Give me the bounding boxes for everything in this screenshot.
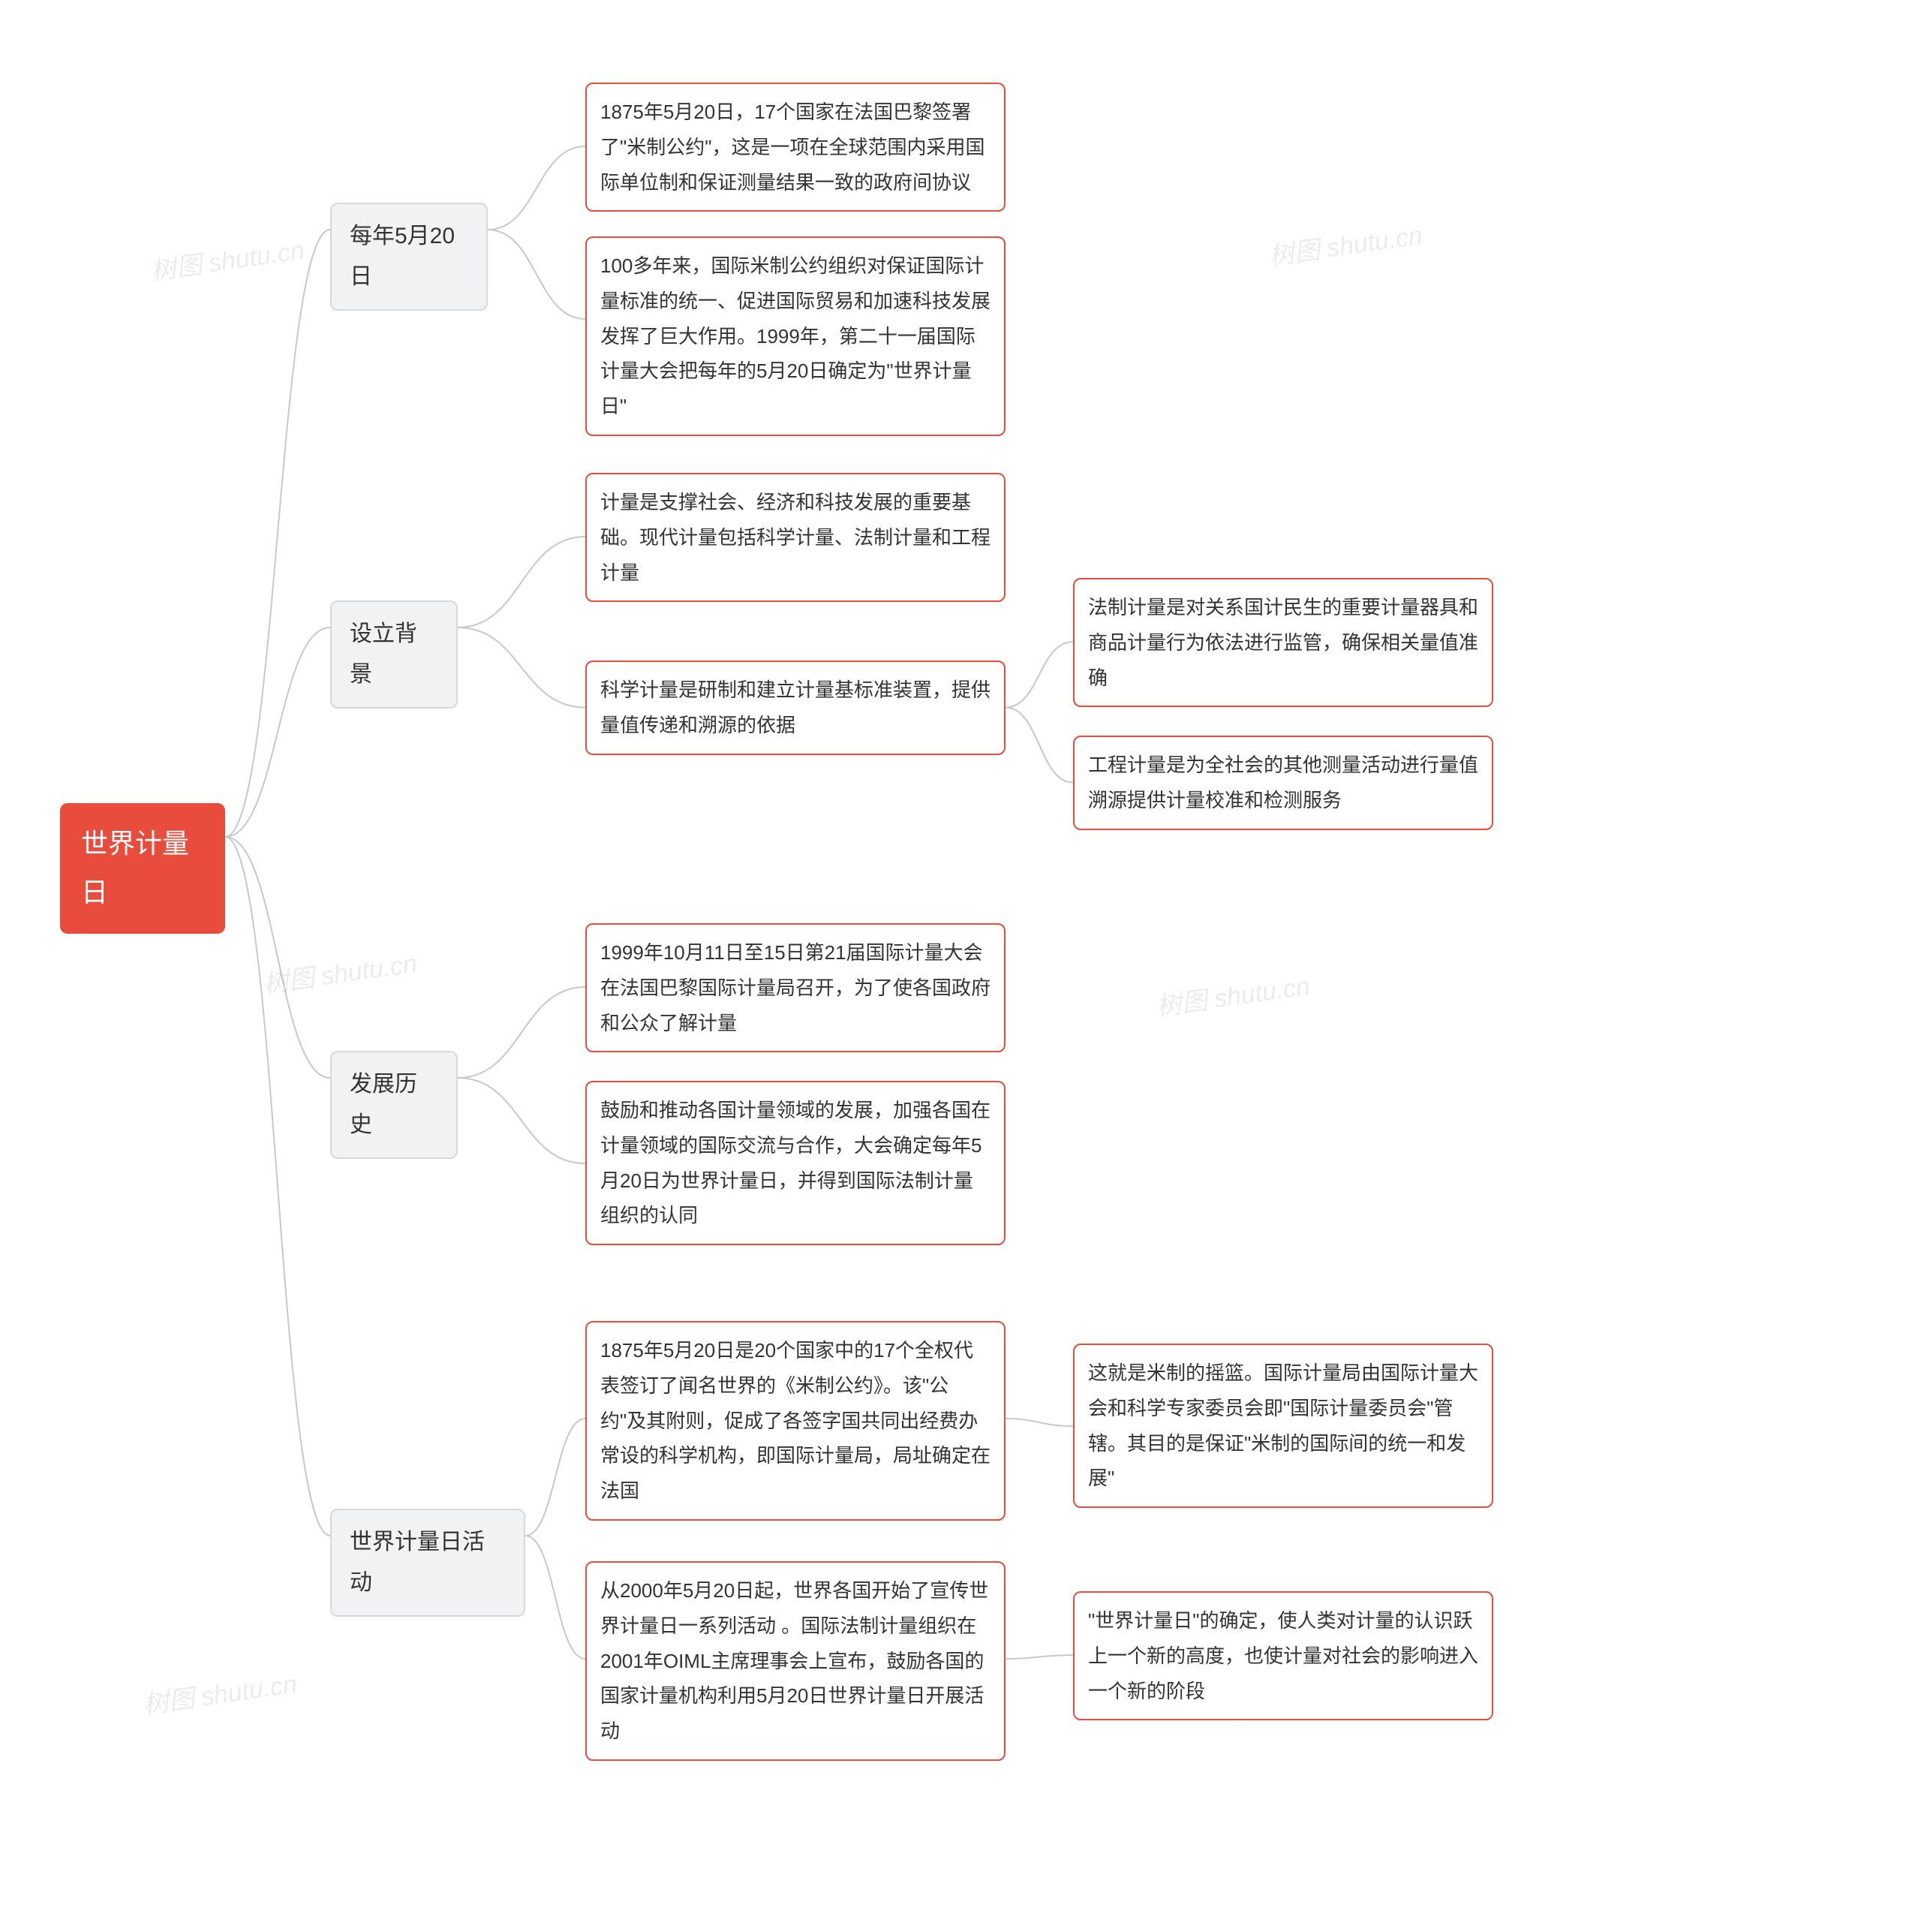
leaf-4a1[interactable]: 这就是米制的摇篮。国际计量局由国际计量大会和科学专家委员会即"国际计量委员会"管… [1073,1344,1493,1508]
leaf-2b[interactable]: 科学计量是研制和建立计量基标准装置，提供量值传递和溯源的依据 [585,661,1006,755]
mindmap-canvas: 世界计量日 每年5月20日 设立背景 发展历史 世界计量日活动 1875年5月2… [30,30,1891,1902]
leaf-4a[interactable]: 1875年5月20日是20个国家中的17个全权代表签订了闻名世界的《米制公约》。… [585,1321,1006,1521]
leaf-2b1[interactable]: 法制计量是对关系国计民生的重要计量器具和商品计量行为依法进行监管，确保相关量值准… [1073,578,1493,707]
root-node[interactable]: 世界计量日 [60,803,225,934]
branch-4[interactable]: 世界计量日活动 [330,1509,525,1617]
leaf-4b[interactable]: 从2000年5月20日起，世界各国开始了宣传世界计量日一系列活动 。国际法制计量… [585,1561,1006,1761]
leaf-1a[interactable]: 1875年5月20日，17个国家在法国巴黎签署了"米制公约"，这是一项在全球范围… [585,83,1006,212]
branch-2[interactable]: 设立背景 [330,600,458,709]
leaf-3a[interactable]: 1999年10月11日至15日第21届国际计量大会在法国巴黎国际计量局召开，为了… [585,923,1006,1052]
leaf-1b[interactable]: 100多年来，国际米制公约组织对保证国际计量标准的统一、促进国际贸易和加速科技发… [585,236,1006,436]
leaf-3b[interactable]: 鼓励和推动各国计量领域的发展，加强各国在计量领域的国际交流与合作，大会确定每年5… [585,1081,1006,1245]
branch-3[interactable]: 发展历史 [330,1051,458,1159]
leaf-2a[interactable]: 计量是支撑社会、经济和科技发展的重要基础。现代计量包括科学计量、法制计量和工程计… [585,473,1006,602]
leaf-2b2[interactable]: 工程计量是为全社会的其他测量活动进行量值溯源提供计量校准和检测服务 [1073,736,1493,830]
branch-1[interactable]: 每年5月20日 [330,203,488,311]
leaf-4b1[interactable]: "世界计量日"的确定，使人类对计量的认识跃上一个新的高度，也使计量对社会的影响进… [1073,1591,1493,1720]
